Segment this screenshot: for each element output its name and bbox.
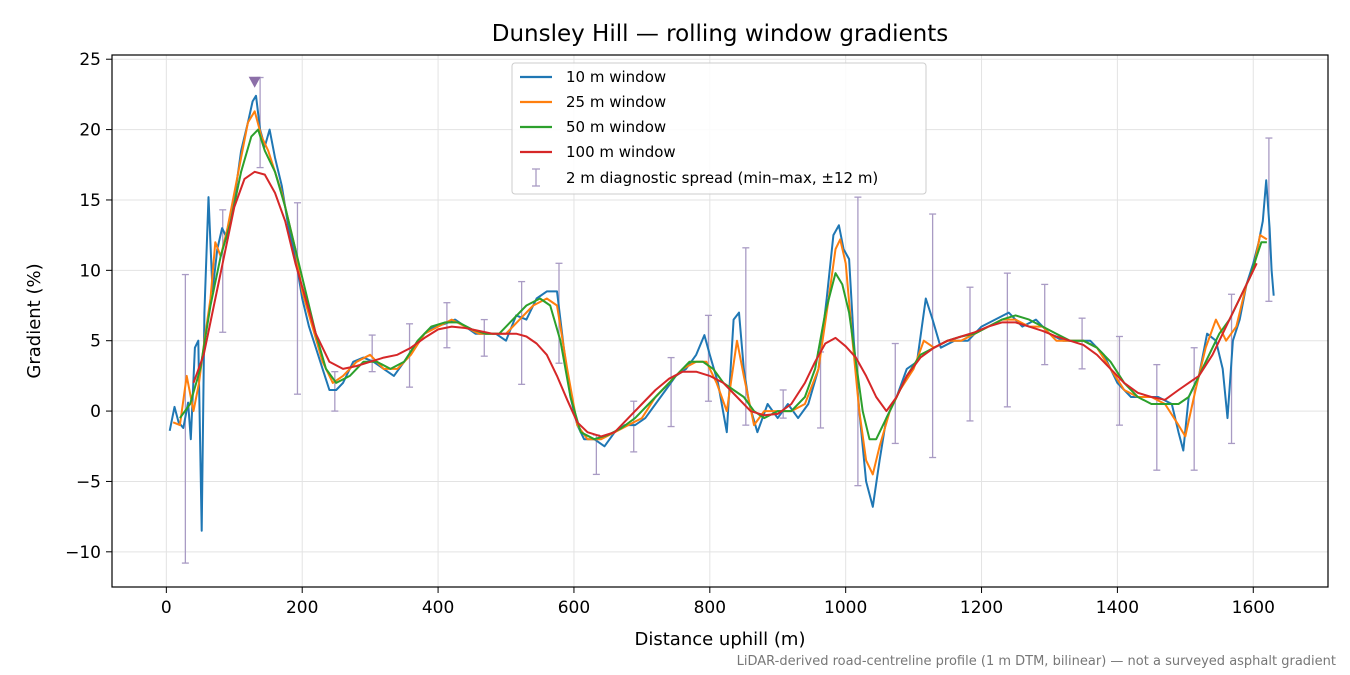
legend-label-100m: 100 m window [566,143,676,161]
y-tick-label: 20 [79,121,101,141]
peak-marker-icon [248,76,261,88]
x-tick-label: 800 [694,598,726,618]
x-tick-label: 1600 [1232,598,1275,618]
y-tick-label: 15 [79,191,101,211]
error-bar [854,196,862,487]
error-bar [966,286,974,422]
error-bar [480,318,488,357]
y-tick-label: −10 [65,543,101,563]
error-bar [1041,283,1049,366]
legend-label-errorbar: 2 m diagnostic spread (min–max, ±12 m) [566,169,878,187]
x-tick-label: 1200 [960,598,1003,618]
error-bar [667,356,675,428]
series-line-3 [192,170,1258,438]
error-bar [518,280,526,385]
legend: 10 m window 25 m window 50 m window 100 … [511,62,927,195]
x-tick-label: 1400 [1096,598,1139,618]
error-bar [817,351,825,429]
error-bar [704,314,712,402]
y-tick-label: 10 [79,261,101,281]
y-tick-label: 0 [90,402,101,422]
plot-frame [111,54,1329,588]
legend-label-25m: 25 m window [566,93,666,111]
error-bar [1153,363,1161,471]
caption-note: LiDAR-derived road-centreline profile (1… [737,654,1336,669]
series-lines [168,94,1275,532]
error-bar [929,213,937,459]
error-bar [742,247,750,426]
error-bar [630,400,638,453]
ticks: 0 200 400 600 800 1000 1200 1400 1600 −10 −5 0 5 10 15… [65,50,1275,618]
x-axis-label: Distance uphill (m) [635,629,806,650]
legend-label-10m: 10 m window [566,68,666,86]
series-line-2 [179,128,1267,441]
peak-marker-layer [248,76,261,88]
error-bar [293,202,301,395]
y-tick-label: 25 [79,50,101,70]
x-tick-label: 0 [161,598,172,618]
error-bar [779,389,787,419]
x-tick-label: 1000 [824,598,867,618]
chart-title: Dunsley Hill — rolling window gradients [492,21,949,47]
error-bar [1003,272,1011,408]
error-bar [368,334,376,373]
error-bar [443,302,451,349]
error-bar [891,342,899,445]
error-bar [331,371,339,412]
x-tick-label: 200 [286,598,318,618]
legend-box [511,62,927,195]
y-tick-label: 5 [90,332,101,352]
y-tick-label: −5 [76,472,101,492]
x-tick-label: 400 [422,598,454,618]
x-tick-label: 600 [558,598,590,618]
error-bar [1190,347,1198,471]
legend-swatch-errorbar [532,168,540,187]
y-axis-label: Gradient (%) [24,263,45,378]
legend-label-50m: 50 m window [566,118,666,136]
